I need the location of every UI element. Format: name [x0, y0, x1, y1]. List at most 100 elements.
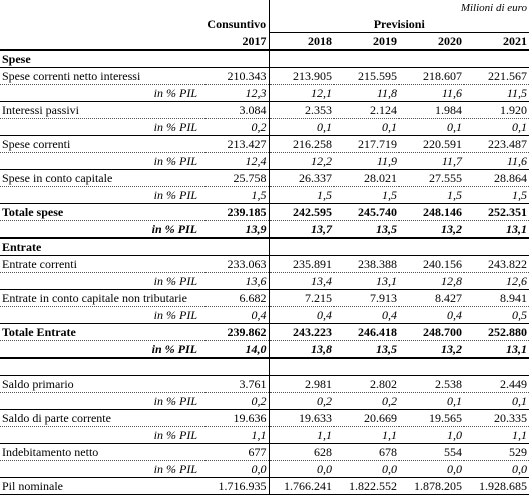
value: 2.353	[269, 101, 334, 119]
row-label: Totale spese	[0, 203, 205, 221]
pct-value: 0,0	[464, 460, 529, 478]
table-row: Milioni di euro	[0, 0, 529, 16]
row-label: Interessi passivi	[0, 101, 205, 119]
value: 1.716.935	[205, 477, 270, 495]
year: 2019	[334, 32, 399, 51]
table-row: in % PIL 14,0 13,8 13,5 13,2 13,1	[0, 340, 529, 359]
value: 215.595	[334, 67, 399, 85]
row-label: Indebitamento netto	[0, 443, 205, 461]
value: 213.905	[269, 67, 334, 85]
spacer	[334, 358, 399, 376]
pct-value: 13,9	[205, 220, 270, 239]
pct-value: 12,4	[205, 152, 270, 170]
table-row: Consuntivo Previsioni	[0, 16, 529, 33]
pct-value: 1,1	[334, 426, 399, 444]
table-row: Entrate	[0, 238, 529, 256]
pct-value: 0,1	[399, 118, 464, 136]
value: 7.215	[269, 289, 334, 307]
value: 19.636	[205, 409, 270, 427]
value: 217.719	[334, 135, 399, 153]
table-row: in % PIL 0,4 0,4 0,4 0,4 0,5	[0, 306, 529, 324]
value: 248.146	[399, 203, 464, 221]
pct-value: 11,9	[334, 152, 399, 170]
value: 2.802	[334, 375, 399, 393]
table-row: in % PIL 0,0 0,0 0,0 0,0 0,0	[0, 460, 529, 478]
pct-label: in % PIL	[0, 306, 205, 324]
unit: Milioni di euro	[460, 2, 528, 14]
spacer	[205, 0, 270, 16]
table-row: Saldo di parte corrente 19.636 19.633 20.66…	[0, 409, 529, 427]
year: 2020	[399, 32, 464, 51]
pct-label: in % PIL	[0, 186, 205, 204]
value: 1.766.241	[269, 477, 334, 495]
pct-value: 11,5	[464, 84, 529, 102]
value: 213.427	[205, 135, 270, 153]
value: 554	[399, 443, 464, 461]
pct-value: 0,1	[464, 118, 529, 136]
value: 218.607	[399, 67, 464, 85]
value: 1.822.552	[334, 477, 399, 495]
value: 235.891	[269, 255, 334, 273]
value: 26.337	[269, 169, 334, 187]
value: 28.864	[464, 169, 529, 187]
pct-value: 13,8	[269, 340, 334, 359]
pct-value: 0,4	[334, 306, 399, 324]
table-row: Indebitamento netto 677 628 678 554 529	[0, 443, 529, 461]
table-row: in % PIL 0,2 0,1 0,1 0,1 0,1	[0, 118, 529, 136]
pct-value: 1,5	[334, 186, 399, 204]
value: 25.758	[205, 169, 270, 187]
pct-value: 1,0	[399, 426, 464, 444]
value: 19.633	[269, 409, 334, 427]
pct-value: 11,8	[334, 84, 399, 102]
value: 239.185	[205, 203, 270, 221]
value: 628	[269, 443, 334, 461]
pct-label: in % PIL	[0, 460, 205, 478]
table-row: Spese correnti netto interessi 210.343 213…	[0, 67, 529, 85]
spacer	[269, 50, 334, 68]
table-row: Spese	[0, 50, 529, 68]
pct-value: 1,1	[464, 426, 529, 444]
pct-value: 12,3	[205, 84, 270, 102]
pct-value: 1,5	[399, 186, 464, 204]
pct-value: 13,2	[399, 340, 464, 359]
pct-value: 11,7	[399, 152, 464, 170]
value: 678	[334, 443, 399, 461]
value: 27.555	[399, 169, 464, 187]
pct-label: in % PIL	[0, 426, 205, 444]
pct-value: 12,1	[269, 84, 334, 102]
table-row: in % PIL 1,5 1,5 1,5 1,5 1,5	[0, 186, 529, 204]
value: 1.878.205	[399, 477, 464, 495]
pct-value: 1,5	[269, 186, 334, 204]
pct-value: 11,6	[464, 152, 529, 170]
table-row: in % PIL 1,1 1,1 1,1 1,0 1,1	[0, 426, 529, 444]
row-label: Saldo primario	[0, 375, 205, 393]
value: 8.427	[399, 289, 464, 307]
table-row	[0, 358, 529, 376]
spacer	[334, 238, 399, 256]
value: 223.487	[464, 135, 529, 153]
pct-value: 0,1	[269, 118, 334, 136]
spacer	[464, 238, 529, 256]
value: 2.981	[269, 375, 334, 393]
section-title: Spese	[0, 50, 205, 68]
pct-value: 14,0	[205, 340, 270, 359]
pct-value: 0,0	[399, 460, 464, 478]
spacer	[0, 358, 205, 376]
table-row: Saldo primario 3.761 2.981 2.802 2.538 2.449	[0, 375, 529, 393]
row-label: Spese in conto capitale	[0, 169, 205, 187]
value: 252.351	[464, 203, 529, 221]
spacer	[0, 0, 205, 16]
pct-value: 0,2	[205, 118, 270, 136]
pct-value: 13,4	[269, 272, 334, 290]
value: 216.258	[269, 135, 334, 153]
year: 2018	[269, 32, 334, 51]
value: 6.682	[205, 289, 270, 307]
spacer	[399, 238, 464, 256]
year: 2021	[464, 32, 529, 51]
pct-value: 1,1	[205, 426, 270, 444]
pct-value: 12,6	[464, 272, 529, 290]
value: 3.761	[205, 375, 270, 393]
value: 20.335	[464, 409, 529, 427]
